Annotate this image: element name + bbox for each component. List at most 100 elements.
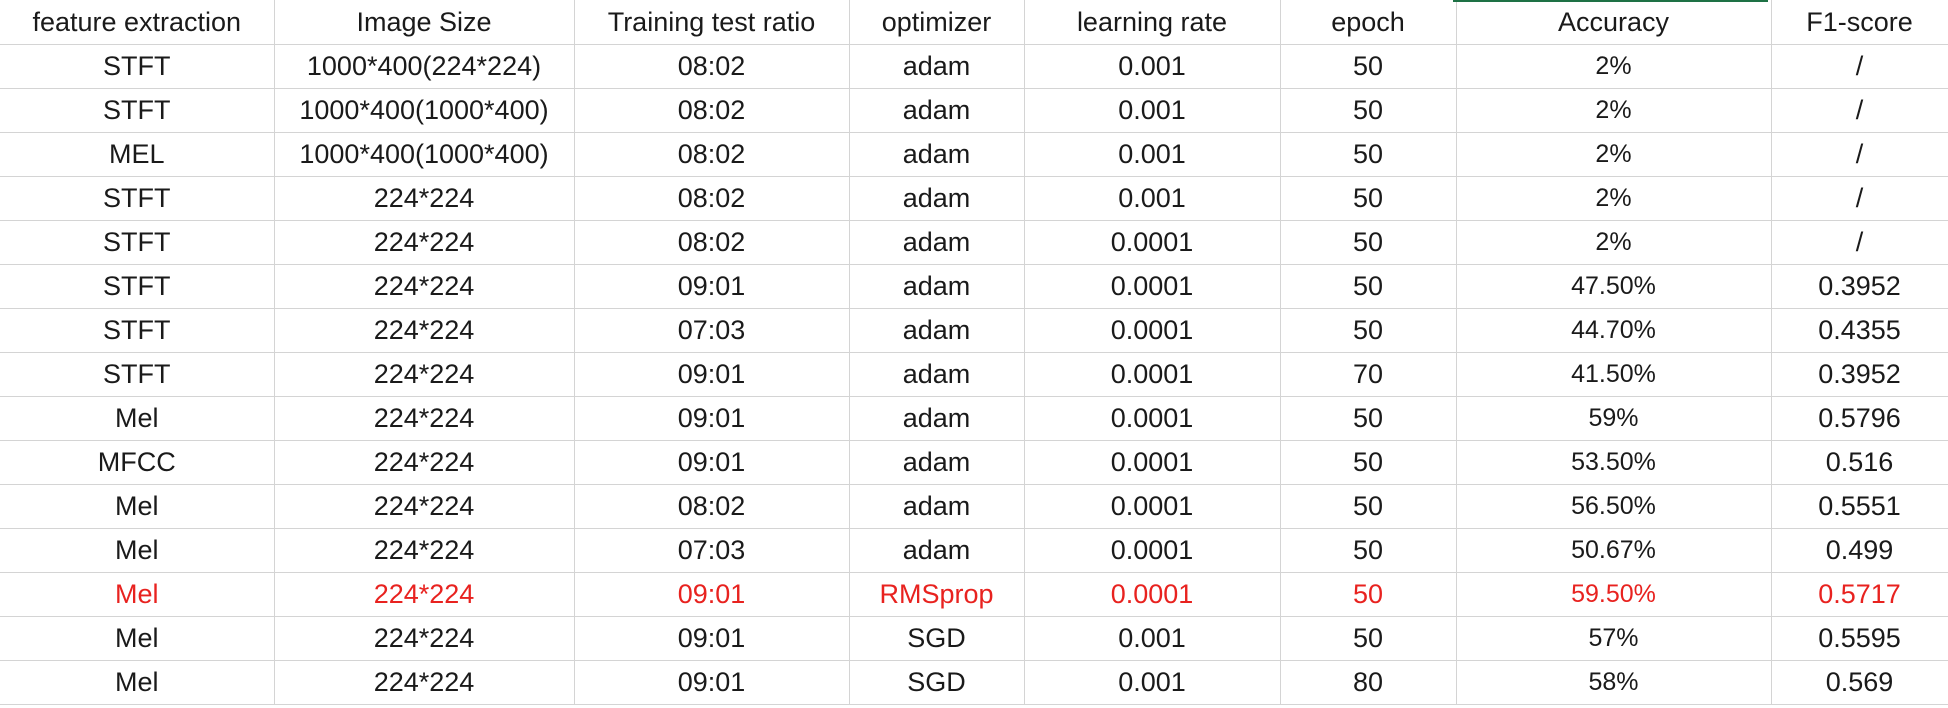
- cell-image-size[interactable]: 224*224: [273, 660, 575, 705]
- cell-optimizer[interactable]: adam: [848, 440, 1025, 485]
- cell-learning-rate[interactable]: 0.001: [1023, 132, 1281, 177]
- cell-epoch[interactable]: 50: [1279, 484, 1457, 529]
- cell-epoch[interactable]: 50: [1279, 528, 1457, 573]
- cell-f1-score[interactable]: 0.516: [1770, 440, 1948, 485]
- cell-optimizer[interactable]: SGD: [848, 660, 1025, 705]
- cell-accuracy[interactable]: 2%: [1455, 220, 1772, 265]
- cell-f1-score[interactable]: /: [1770, 176, 1948, 221]
- cell-image-size[interactable]: 224*224: [273, 528, 575, 573]
- cell-training-test-ratio[interactable]: 07:03: [573, 528, 850, 573]
- cell-learning-rate[interactable]: 0.001: [1023, 88, 1281, 133]
- cell-training-test-ratio[interactable]: 08:02: [573, 132, 850, 177]
- cell-image-size[interactable]: 1000*400(1000*400): [273, 132, 575, 177]
- cell-learning-rate[interactable]: 0.001: [1023, 660, 1281, 705]
- cell-feature-extraction[interactable]: STFT: [0, 264, 275, 309]
- cell-feature-extraction[interactable]: Mel: [0, 528, 275, 573]
- header-cell-accuracy[interactable]: Accuracy: [1455, 0, 1772, 45]
- cell-training-test-ratio[interactable]: 08:02: [573, 220, 850, 265]
- cell-epoch[interactable]: 50: [1279, 220, 1457, 265]
- cell-image-size[interactable]: 224*224: [273, 264, 575, 309]
- cell-learning-rate[interactable]: 0.0001: [1023, 528, 1281, 573]
- cell-accuracy[interactable]: 2%: [1455, 44, 1772, 89]
- cell-epoch[interactable]: 80: [1279, 660, 1457, 705]
- cell-image-size[interactable]: 224*224: [273, 308, 575, 353]
- cell-f1-score[interactable]: /: [1770, 132, 1948, 177]
- cell-optimizer[interactable]: RMSprop: [848, 572, 1025, 617]
- cell-optimizer[interactable]: adam: [848, 44, 1025, 89]
- cell-epoch[interactable]: 50: [1279, 176, 1457, 221]
- cell-f1-score[interactable]: 0.3952: [1770, 264, 1948, 309]
- cell-image-size[interactable]: 224*224: [273, 176, 575, 221]
- cell-accuracy[interactable]: 59.50%: [1455, 572, 1772, 617]
- cell-learning-rate[interactable]: 0.0001: [1023, 396, 1281, 441]
- cell-optimizer[interactable]: adam: [848, 528, 1025, 573]
- cell-image-size[interactable]: 224*224: [273, 220, 575, 265]
- cell-epoch[interactable]: 50: [1279, 44, 1457, 89]
- cell-feature-extraction[interactable]: STFT: [0, 352, 275, 397]
- cell-f1-score[interactable]: /: [1770, 88, 1948, 133]
- cell-training-test-ratio[interactable]: 08:02: [573, 176, 850, 221]
- cell-accuracy[interactable]: 58%: [1455, 660, 1772, 705]
- cell-learning-rate[interactable]: 0.0001: [1023, 352, 1281, 397]
- cell-learning-rate[interactable]: 0.001: [1023, 44, 1281, 89]
- cell-training-test-ratio[interactable]: 09:01: [573, 440, 850, 485]
- cell-training-test-ratio[interactable]: 09:01: [573, 264, 850, 309]
- cell-optimizer[interactable]: adam: [848, 176, 1025, 221]
- cell-epoch[interactable]: 70: [1279, 352, 1457, 397]
- cell-training-test-ratio[interactable]: 09:01: [573, 352, 850, 397]
- cell-feature-extraction[interactable]: STFT: [0, 176, 275, 221]
- cell-feature-extraction[interactable]: STFT: [0, 44, 275, 89]
- cell-optimizer[interactable]: adam: [848, 484, 1025, 529]
- cell-feature-extraction[interactable]: STFT: [0, 88, 275, 133]
- cell-feature-extraction[interactable]: STFT: [0, 308, 275, 353]
- cell-f1-score[interactable]: /: [1770, 44, 1948, 89]
- cell-accuracy[interactable]: 50.67%: [1455, 528, 1772, 573]
- cell-learning-rate[interactable]: 0.0001: [1023, 484, 1281, 529]
- cell-epoch[interactable]: 50: [1279, 264, 1457, 309]
- cell-accuracy[interactable]: 59%: [1455, 396, 1772, 441]
- cell-feature-extraction[interactable]: Mel: [0, 484, 275, 529]
- header-cell-learning-rate[interactable]: learning rate: [1023, 0, 1281, 45]
- cell-epoch[interactable]: 50: [1279, 396, 1457, 441]
- header-cell-image-size[interactable]: Image Size: [273, 0, 575, 45]
- cell-epoch[interactable]: 50: [1279, 88, 1457, 133]
- cell-feature-extraction[interactable]: MEL: [0, 132, 275, 177]
- cell-f1-score[interactable]: 0.5717: [1770, 572, 1948, 617]
- cell-optimizer[interactable]: adam: [848, 308, 1025, 353]
- cell-training-test-ratio[interactable]: 07:03: [573, 308, 850, 353]
- cell-feature-extraction[interactable]: Mel: [0, 396, 275, 441]
- cell-learning-rate[interactable]: 0.0001: [1023, 308, 1281, 353]
- header-cell-epoch[interactable]: epoch: [1279, 0, 1457, 45]
- cell-optimizer[interactable]: adam: [848, 396, 1025, 441]
- cell-accuracy[interactable]: 57%: [1455, 616, 1772, 661]
- cell-f1-score[interactable]: 0.3952: [1770, 352, 1948, 397]
- cell-epoch[interactable]: 50: [1279, 132, 1457, 177]
- cell-accuracy[interactable]: 2%: [1455, 176, 1772, 221]
- cell-training-test-ratio[interactable]: 09:01: [573, 572, 850, 617]
- cell-training-test-ratio[interactable]: 08:02: [573, 484, 850, 529]
- cell-image-size[interactable]: 1000*400(224*224): [273, 44, 575, 89]
- cell-accuracy[interactable]: 44.70%: [1455, 308, 1772, 353]
- cell-feature-extraction[interactable]: Mel: [0, 616, 275, 661]
- cell-epoch[interactable]: 50: [1279, 616, 1457, 661]
- cell-epoch[interactable]: 50: [1279, 572, 1457, 617]
- cell-optimizer[interactable]: adam: [848, 264, 1025, 309]
- header-cell-training-test-ratio[interactable]: Training test ratio: [573, 0, 850, 45]
- cell-accuracy[interactable]: 2%: [1455, 88, 1772, 133]
- cell-training-test-ratio[interactable]: 08:02: [573, 44, 850, 89]
- cell-image-size[interactable]: 1000*400(1000*400): [273, 88, 575, 133]
- cell-image-size[interactable]: 224*224: [273, 440, 575, 485]
- cell-accuracy[interactable]: 53.50%: [1455, 440, 1772, 485]
- cell-accuracy[interactable]: 41.50%: [1455, 352, 1772, 397]
- cell-image-size[interactable]: 224*224: [273, 396, 575, 441]
- cell-training-test-ratio[interactable]: 09:01: [573, 396, 850, 441]
- cell-accuracy[interactable]: 2%: [1455, 132, 1772, 177]
- cell-feature-extraction[interactable]: Mel: [0, 572, 275, 617]
- cell-f1-score[interactable]: 0.569: [1770, 660, 1948, 705]
- cell-f1-score[interactable]: 0.4355: [1770, 308, 1948, 353]
- cell-optimizer[interactable]: SGD: [848, 616, 1025, 661]
- cell-feature-extraction[interactable]: MFCC: [0, 440, 275, 485]
- cell-accuracy[interactable]: 47.50%: [1455, 264, 1772, 309]
- cell-f1-score[interactable]: 0.499: [1770, 528, 1948, 573]
- cell-image-size[interactable]: 224*224: [273, 352, 575, 397]
